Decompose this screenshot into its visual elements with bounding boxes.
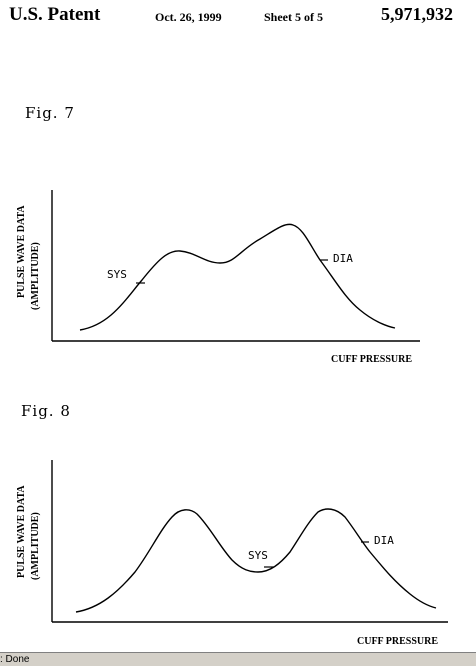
- fig8-dia-label: DIA: [374, 534, 394, 547]
- fig8-title: Fig. 8: [21, 402, 71, 420]
- fig8-x-label: CUFF PRESSURE: [357, 636, 438, 647]
- fig8-plot: SYS DIA PULSE WAVE DATA (AMPLITUDE) CUFF…: [0, 452, 476, 652]
- fig8-y-label-line2: (AMPLITUDE): [30, 512, 41, 580]
- fig7-x-label: CUFF PRESSURE: [331, 354, 412, 365]
- patent-label: U.S. Patent: [9, 4, 100, 26]
- fig7-sys-label: SYS: [107, 268, 127, 281]
- patent-number: 5,971,932: [381, 4, 453, 25]
- fig8-graph: [0, 452, 476, 652]
- fig8-sys-label: SYS: [248, 549, 268, 562]
- fig7-graph: [0, 180, 476, 380]
- fig7-title: Fig. 7: [25, 104, 75, 122]
- fig7-dia-label: DIA: [333, 252, 353, 265]
- fig7-pulse-curve: [80, 224, 395, 330]
- browser-status-bar: : Done: [0, 652, 476, 666]
- fig7-y-label-line1: PULSE WAVE DATA: [16, 205, 27, 298]
- sheet-number: Sheet 5 of 5: [264, 10, 323, 25]
- status-text: : Done: [0, 654, 29, 665]
- patent-date: Oct. 26, 1999: [155, 10, 222, 25]
- fig8-y-label-line1: PULSE WAVE DATA: [16, 485, 27, 578]
- fig7-y-label-line2: (AMPLITUDE): [30, 242, 41, 310]
- fig7-plot: SYS DIA PULSE WAVE DATA (AMPLITUDE) CUFF…: [0, 180, 476, 380]
